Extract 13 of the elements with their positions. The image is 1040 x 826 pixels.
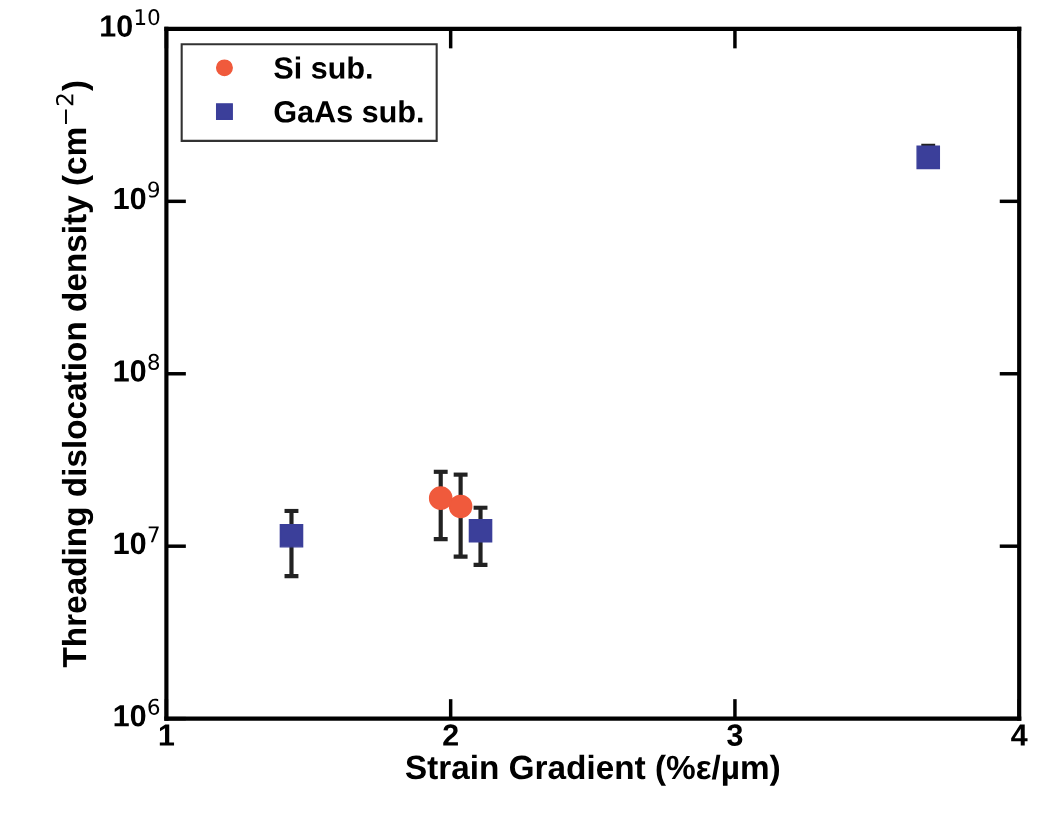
y-tick-label: 10$^{7}$ xyxy=(114,526,159,555)
y-tick-label: 10$^{8}$ xyxy=(114,353,160,382)
x-axis-title: Strain Gradient (%ε/µm) xyxy=(405,754,780,786)
x-tick-label: 3 xyxy=(727,724,743,746)
x-tick-label: 2 xyxy=(443,724,458,746)
x-tick-label: 4 xyxy=(1011,724,1028,746)
legend-label: Si sub. xyxy=(274,56,372,79)
y-tick-label: 10$^{6}$ xyxy=(114,698,160,727)
y-tick-label: 10$^{9}$ xyxy=(114,181,160,210)
y-axis-title: Threading dislocation density (cm$^{−2}$) xyxy=(55,81,94,668)
legend-label: GaAs sub. xyxy=(274,100,423,123)
y-tick-label: 10$^{10}$ xyxy=(101,9,160,37)
x-tick-label: 1 xyxy=(159,724,175,746)
